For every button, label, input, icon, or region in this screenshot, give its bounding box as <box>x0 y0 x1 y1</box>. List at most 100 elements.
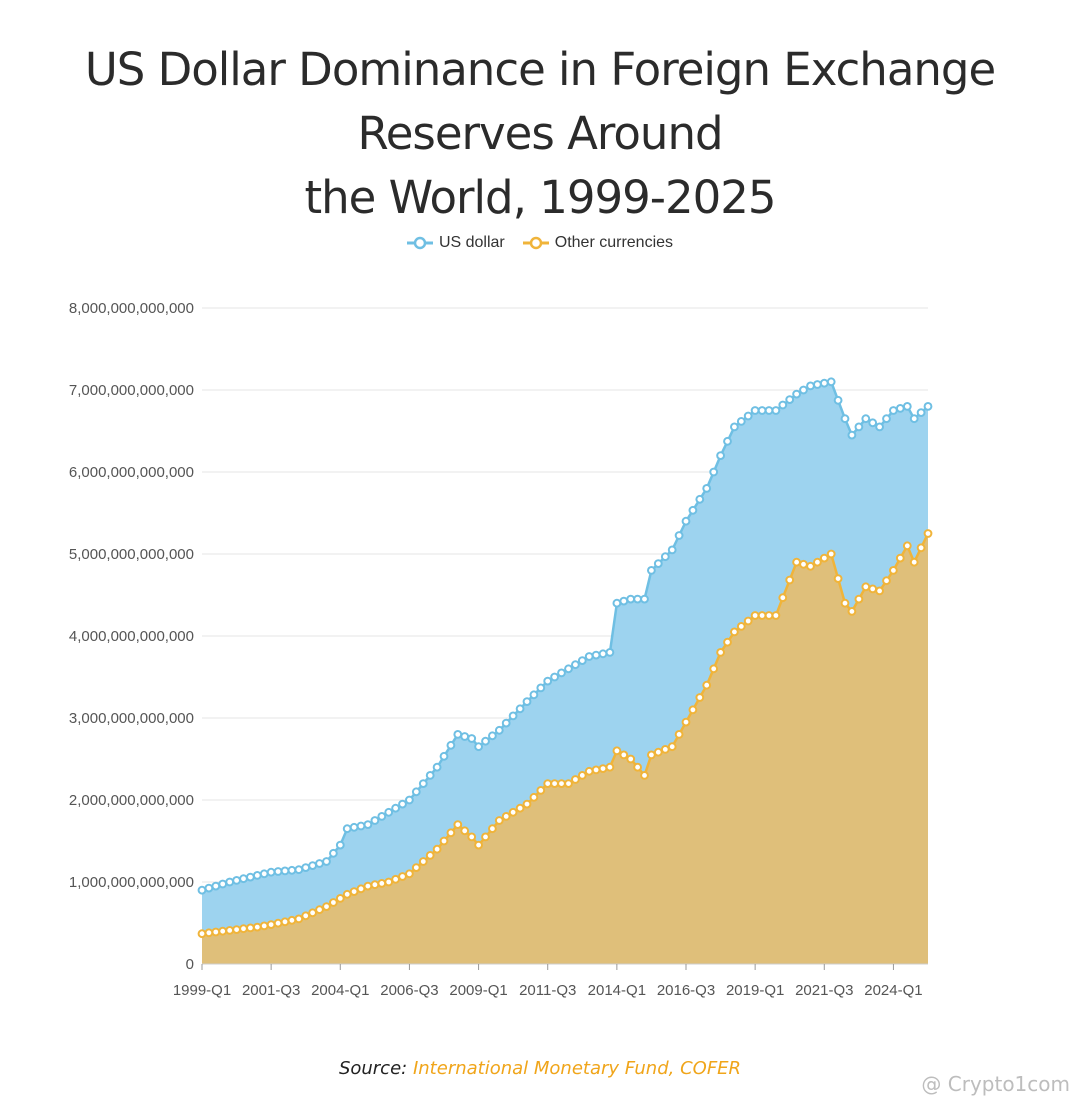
data-point-other-currencies[interactable] <box>564 779 573 788</box>
data-point-us-dollar[interactable] <box>736 417 746 426</box>
data-point-other-currencies[interactable] <box>453 820 463 829</box>
data-point-us-dollar[interactable] <box>584 652 594 661</box>
data-point-us-dollar[interactable] <box>605 648 615 657</box>
data-point-other-currencies[interactable] <box>363 881 373 891</box>
data-point-us-dollar[interactable] <box>806 381 815 391</box>
data-point-other-currencies[interactable] <box>301 911 311 921</box>
data-point-us-dollar[interactable] <box>730 422 739 432</box>
data-point-us-dollar[interactable] <box>322 857 331 866</box>
data-point-other-currencies[interactable] <box>204 928 214 938</box>
data-point-us-dollar[interactable] <box>363 820 373 829</box>
data-point-other-currencies[interactable] <box>308 908 318 918</box>
data-point-other-currencies[interactable] <box>605 762 615 772</box>
data-point-other-currencies[interactable] <box>342 889 352 899</box>
data-point-us-dollar[interactable] <box>771 406 781 415</box>
data-point-us-dollar[interactable] <box>405 795 414 805</box>
data-point-other-currencies[interactable] <box>239 924 248 934</box>
data-point-us-dollar[interactable] <box>342 824 352 834</box>
legend-item-us-dollar[interactable]: US dollar <box>406 234 505 252</box>
data-point-other-currencies[interactable] <box>246 923 255 933</box>
data-point-us-dollar[interactable] <box>640 594 649 604</box>
data-point-us-dollar[interactable] <box>501 718 511 728</box>
data-point-other-currencies[interactable] <box>294 914 304 924</box>
data-point-other-currencies[interactable] <box>536 786 546 795</box>
data-point-us-dollar[interactable] <box>494 725 504 735</box>
data-point-other-currencies[interactable] <box>218 926 228 936</box>
data-point-other-currencies[interactable] <box>674 730 684 739</box>
data-point-other-currencies[interactable] <box>778 593 788 603</box>
data-point-us-dollar[interactable] <box>273 867 283 876</box>
data-point-us-dollar[interactable] <box>723 436 732 446</box>
data-point-us-dollar[interactable] <box>411 787 421 797</box>
data-point-other-currencies[interactable] <box>322 902 331 911</box>
data-point-us-dollar[interactable] <box>308 861 318 870</box>
data-point-other-currencies[interactable] <box>571 775 580 784</box>
data-point-us-dollar[interactable] <box>667 545 677 555</box>
data-point-other-currencies[interactable] <box>909 557 919 567</box>
data-point-us-dollar[interactable] <box>425 771 435 780</box>
data-point-us-dollar[interactable] <box>432 762 442 772</box>
data-point-us-dollar[interactable] <box>287 865 297 875</box>
data-point-other-currencies[interactable] <box>840 598 850 608</box>
data-point-us-dollar[interactable] <box>329 848 338 858</box>
data-point-us-dollar[interactable] <box>391 803 401 813</box>
data-point-us-dollar[interactable] <box>743 411 753 421</box>
data-point-us-dollar[interactable] <box>598 649 608 659</box>
data-point-us-dollar[interactable] <box>522 697 532 706</box>
data-point-other-currencies[interactable] <box>349 887 359 896</box>
data-point-other-currencies[interactable] <box>895 553 905 563</box>
data-point-us-dollar[interactable] <box>875 422 884 432</box>
data-point-other-currencies[interactable] <box>515 803 525 813</box>
data-point-other-currencies[interactable] <box>259 921 269 931</box>
data-point-other-currencies[interactable] <box>875 586 884 596</box>
data-point-us-dollar[interactable] <box>626 594 636 604</box>
data-point-us-dollar[interactable] <box>446 740 456 750</box>
data-point-other-currencies[interactable] <box>730 627 739 637</box>
data-point-other-currencies[interactable] <box>902 541 912 551</box>
data-point-other-currencies[interactable] <box>626 754 636 764</box>
data-point-us-dollar[interactable] <box>695 494 705 504</box>
data-point-other-currencies[interactable] <box>197 929 207 939</box>
data-point-us-dollar[interactable] <box>716 451 725 461</box>
data-point-us-dollar[interactable] <box>356 821 366 831</box>
data-point-us-dollar[interactable] <box>889 406 898 415</box>
data-point-other-currencies[interactable] <box>695 693 705 702</box>
data-point-other-currencies[interactable] <box>826 549 836 559</box>
data-point-us-dollar[interactable] <box>902 402 912 411</box>
data-point-us-dollar[interactable] <box>764 406 774 415</box>
data-point-us-dollar[interactable] <box>826 377 836 387</box>
data-point-other-currencies[interactable] <box>315 905 324 915</box>
data-point-us-dollar[interactable] <box>557 668 566 678</box>
data-point-other-currencies[interactable] <box>370 880 380 890</box>
data-point-us-dollar[interactable] <box>384 807 394 817</box>
data-point-us-dollar[interactable] <box>868 418 878 428</box>
data-point-other-currencies[interactable] <box>550 779 559 788</box>
data-point-other-currencies[interactable] <box>792 557 801 567</box>
data-point-us-dollar[interactable] <box>315 859 324 868</box>
data-point-us-dollar[interactable] <box>474 742 484 752</box>
data-point-us-dollar[interactable] <box>895 404 905 413</box>
data-point-us-dollar[interactable] <box>529 690 539 700</box>
data-point-us-dollar[interactable] <box>418 779 428 788</box>
data-point-us-dollar[interactable] <box>335 840 345 850</box>
data-point-other-currencies[interactable] <box>557 779 566 788</box>
data-point-us-dollar[interactable] <box>882 414 891 424</box>
data-point-other-currencies[interactable] <box>384 877 394 887</box>
data-point-other-currencies[interactable] <box>598 764 608 773</box>
data-point-us-dollar[interactable] <box>280 866 290 876</box>
data-point-us-dollar[interactable] <box>847 430 857 440</box>
data-point-other-currencies[interactable] <box>405 869 414 879</box>
data-point-other-currencies[interactable] <box>474 840 484 850</box>
data-point-other-currencies[interactable] <box>211 927 221 937</box>
data-point-other-currencies[interactable] <box>889 566 898 575</box>
data-point-us-dollar[interactable] <box>633 594 642 604</box>
data-point-other-currencies[interactable] <box>266 920 276 929</box>
data-point-other-currencies[interactable] <box>481 832 490 842</box>
data-point-us-dollar[interactable] <box>197 885 207 895</box>
data-point-other-currencies[interactable] <box>391 874 401 884</box>
data-point-other-currencies[interactable] <box>653 747 663 757</box>
data-point-other-currencies[interactable] <box>273 918 283 928</box>
data-point-other-currencies[interactable] <box>252 922 262 932</box>
data-point-us-dollar[interactable] <box>266 867 276 877</box>
data-point-other-currencies[interactable] <box>667 742 677 752</box>
